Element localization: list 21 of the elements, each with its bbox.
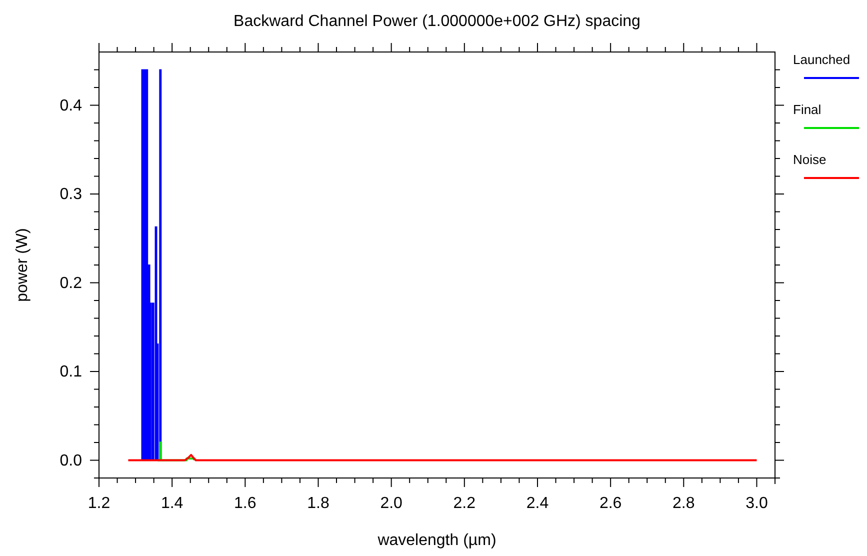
- x-tick-label: 2.6: [599, 494, 622, 512]
- x-tick-label: 1.6: [234, 494, 256, 512]
- text: Noise: [793, 152, 826, 167]
- y-tick-label: 0.2: [60, 274, 82, 292]
- text: Launched: [793, 52, 850, 67]
- x-tick-label: 2.2: [453, 494, 476, 512]
- x-tick-label: 2.0: [380, 494, 403, 512]
- y-tick-label: 0.1: [60, 364, 82, 381]
- x-tick-label: 1.4: [160, 494, 184, 512]
- x-tick-label: 1.8: [307, 494, 330, 512]
- x-axis-title: wavelength (µm): [376, 532, 496, 549]
- x-tick-label: 2.4: [526, 494, 549, 512]
- chart-title: Backward Channel Power (1.000000e+002 GHz) spacing: [234, 13, 640, 30]
- text: Final: [793, 102, 822, 117]
- y-tick-label: 0.4: [60, 97, 82, 114]
- x-tick-label: 1.2: [88, 494, 110, 512]
- y-tick-label: 0.3: [60, 186, 82, 204]
- y-tick-label: 0.0: [60, 452, 82, 470]
- x-tick-label: 3.0: [746, 494, 768, 512]
- y-axis-title: power (W): [14, 228, 31, 302]
- x-tick-label: 2.8: [672, 494, 695, 512]
